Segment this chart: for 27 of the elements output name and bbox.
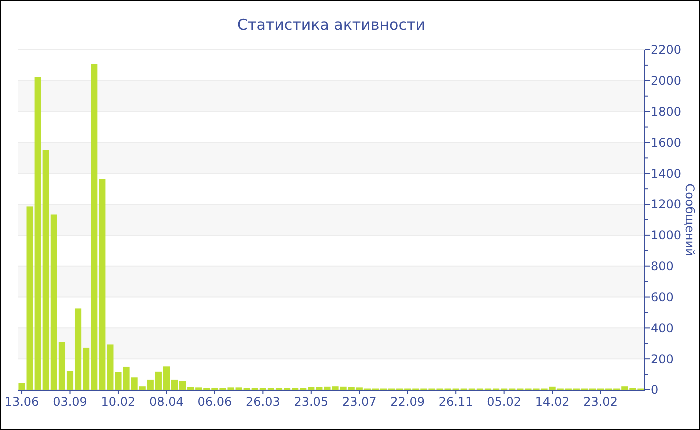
y-tick-label: 2200 [651,43,682,58]
y-tick-label: 1400 [651,166,682,181]
y-tick-label: 1600 [651,136,682,150]
x-tick-label: 03.09 [53,395,88,409]
y-tick-label: 1800 [651,105,682,120]
chart-title: Статистика активности [238,16,426,34]
x-tick-label: 14.02 [535,395,570,409]
x-tick-label: 23.02 [584,395,618,409]
x-tick-label: 10.02 [101,395,136,409]
y-tick-label: 0 [651,383,659,398]
x-tick-label: 26.11 [438,395,474,409]
x-tick-label: 26.03 [246,395,280,409]
y-tick-label: 600 [651,290,674,304]
x-tick-label: 06.06 [198,395,232,409]
y-tick-label: 400 [651,321,674,336]
y-tick-label: 800 [651,260,674,274]
y-tick-label: 1000 [651,228,682,243]
x-tick-label: 05.02 [487,395,522,409]
x-tick-label: 08.04 [150,395,184,409]
x-tick-label: 23.07 [342,395,377,409]
x-tick-label: 22.09 [390,395,426,409]
x-tick-label: 23.05 [294,395,329,409]
y-tick-label: 200 [651,352,674,366]
y-tick-label: 1200 [651,198,682,212]
y-tick-label: 2000 [651,74,682,88]
y-axis-title: Сообщений [683,184,697,256]
x-tick-label: 13.06 [4,395,40,409]
